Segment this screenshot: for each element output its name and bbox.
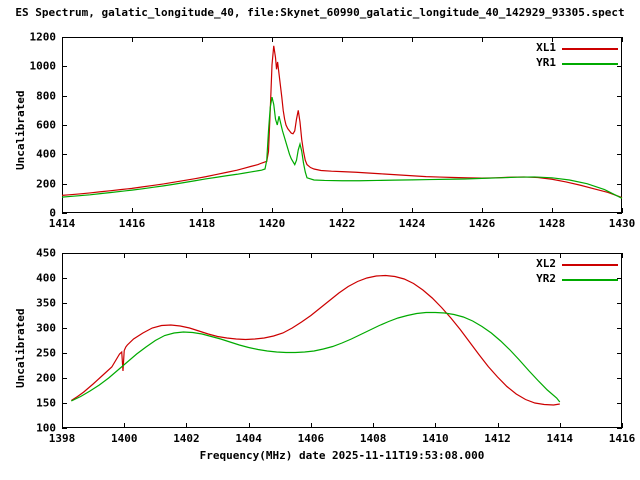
y-tick-label: 300 <box>36 322 56 335</box>
x-tick-label: 1400 <box>111 432 138 445</box>
x-tick-label: 1404 <box>235 432 262 445</box>
y-tick-label: 350 <box>36 297 56 310</box>
x-tick-label: 1420 <box>259 217 286 230</box>
legend-label: YR2 <box>536 272 556 285</box>
legend-swatch <box>562 63 618 65</box>
x-tick-label: 1424 <box>399 217 426 230</box>
x-tick-label: 1418 <box>189 217 216 230</box>
x-tick <box>622 37 623 42</box>
y-tick-label: 200 <box>36 177 56 190</box>
x-tick-label: 1414 <box>49 217 76 230</box>
series-line-yr2 <box>71 313 559 403</box>
x-tick-label: 1406 <box>298 432 325 445</box>
legend-swatch <box>562 264 618 266</box>
y-tick <box>617 428 622 429</box>
x-tick-label: 1398 <box>49 432 76 445</box>
y-tick <box>617 213 622 214</box>
top-spectrum-panel: 0200400600800100012001414141614181420142… <box>62 37 622 213</box>
y-tick-label: 1200 <box>30 31 57 44</box>
x-tick-label: 1428 <box>539 217 566 230</box>
x-tick-label: 1412 <box>484 432 511 445</box>
series-line-xl2 <box>71 276 559 406</box>
x-tick-label: 1416 <box>119 217 146 230</box>
x-tick <box>622 208 623 213</box>
x-tick <box>622 423 623 428</box>
y-tick <box>62 213 67 214</box>
y-tick-label: 450 <box>36 247 56 260</box>
y-tick <box>62 428 67 429</box>
y-tick-label: 400 <box>36 272 56 285</box>
y-tick-label: 200 <box>36 372 56 385</box>
y-tick-label: 600 <box>36 119 56 132</box>
legend-label: XL1 <box>536 41 556 54</box>
legend-swatch <box>562 48 618 50</box>
x-tick-label: 1422 <box>329 217 356 230</box>
bottom-spectrum-panel: 1001502002503003504004501398140014021404… <box>62 253 622 428</box>
x-tick-label: 1410 <box>422 432 449 445</box>
y-tick-label: 150 <box>36 397 56 410</box>
legend-label: XL2 <box>536 257 556 270</box>
bottom-x-axis-title: Frequency(MHz) date 2025-11-11T19:53:08.… <box>200 449 485 462</box>
y-tick-label: 400 <box>36 148 56 161</box>
top-y-axis-title: Uncalibrated <box>14 91 27 170</box>
x-tick-label: 1414 <box>547 432 574 445</box>
legend-label: YR1 <box>536 56 556 69</box>
page-title: ES Spectrum, galatic_longitude_40, file:… <box>0 6 640 19</box>
y-tick-label: 1000 <box>30 60 57 73</box>
x-tick <box>622 253 623 258</box>
x-tick-label: 1402 <box>173 432 200 445</box>
x-tick-label: 1426 <box>469 217 496 230</box>
y-tick-label: 800 <box>36 89 56 102</box>
bottom-y-axis-title: Uncalibrated <box>14 309 27 388</box>
spectrum-plot-window: ES Spectrum, galatic_longitude_40, file:… <box>0 0 640 480</box>
x-tick-label: 1416 <box>609 432 636 445</box>
x-tick-label: 1408 <box>360 432 387 445</box>
series-line-yr1 <box>62 97 622 198</box>
legend-swatch <box>562 279 618 281</box>
x-tick-label: 1430 <box>609 217 636 230</box>
y-tick-label: 250 <box>36 347 56 360</box>
